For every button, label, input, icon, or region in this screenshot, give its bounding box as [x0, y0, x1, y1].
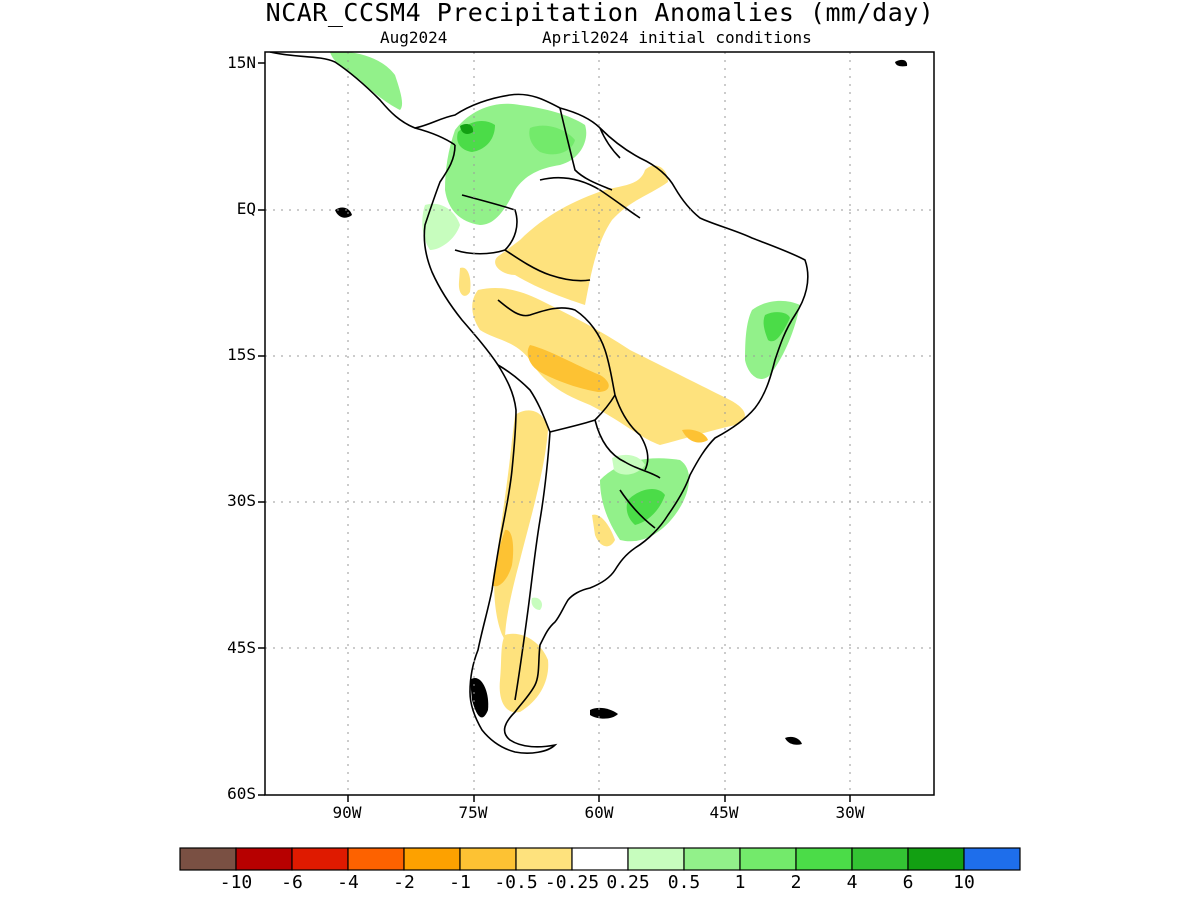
colorbar-swatch [963, 847, 1021, 871]
dry-anomaly-chile [492, 529, 514, 587]
colorbar-swatch [739, 847, 797, 871]
wet-anomaly-guyana [529, 125, 575, 155]
colorbar-label: 6 [902, 872, 914, 893]
lat-label-eq: EQ [236, 199, 256, 218]
colorbar-label: -2 [393, 872, 415, 893]
colorbar [179, 847, 1021, 871]
colorbar-label: 0.25 [606, 872, 650, 893]
axis-ticks [258, 62, 851, 802]
colorbar-swatch [795, 847, 853, 871]
dry-anomaly-patagonia [499, 633, 549, 713]
colorbar-swatch [291, 847, 349, 871]
initial-conditions: April2024 initial conditions [542, 28, 812, 47]
colorbar-label: 0.5 [667, 872, 701, 893]
lat-label-45s: 45S [227, 638, 256, 657]
dry-anomaly-peru [458, 267, 471, 296]
map-title: NCAR_CCSM4 Precipitation Anomalies (mm/d… [265, 0, 935, 27]
colorbar-swatch [179, 847, 237, 871]
lon-label-90w: 90W [332, 803, 362, 822]
dry-anomaly-andes [494, 410, 548, 640]
wet-anomaly-south-brazil-strong [626, 488, 665, 525]
colorbar-label: -4 [337, 872, 359, 893]
colorbar-swatch [627, 847, 685, 871]
wet-anomaly-central-america [330, 52, 403, 110]
lat-label-60s: 60S [227, 784, 256, 803]
lon-label-60w: 60W [584, 803, 614, 822]
colorbar-swatch [683, 847, 741, 871]
colorbar-swatch [571, 847, 629, 871]
colorbar-label: -6 [281, 872, 303, 893]
colorbar-swatch [347, 847, 405, 871]
colorbar-label: 2 [790, 872, 802, 893]
lat-label-30s: 30S [227, 491, 256, 510]
wet-anomaly-east-brazil-strong [763, 312, 790, 342]
dry-anomaly-argentina [592, 514, 615, 547]
colorbar-swatch [403, 847, 461, 871]
colorbar-label: 1 [734, 872, 746, 893]
colorbar-label: 10 [953, 872, 975, 893]
colorbar-swatch [235, 847, 293, 871]
lat-label-15s: 15S [227, 345, 256, 364]
wet-anomaly-colombia-peak [460, 124, 474, 134]
colorbar-label: -10 [219, 872, 253, 893]
colorbar-swatch [851, 847, 909, 871]
islands [335, 59, 908, 745]
colorbar-label: -0.25 [544, 872, 600, 893]
colorbar-swatch [515, 847, 573, 871]
lon-label-30w: 30W [835, 803, 865, 822]
lon-label-75w: 75W [458, 803, 488, 822]
wet-anomaly-ecuador [422, 203, 460, 250]
colorbar-label: -0.5 [494, 872, 538, 893]
dry-anomaly-bolivia [527, 345, 609, 392]
lon-label-45w: 45W [709, 803, 739, 822]
dry-anomaly-se-brazil [682, 429, 708, 443]
map-area [265, 52, 934, 795]
wet-anomaly-patagonia [531, 597, 543, 610]
lat-label-15n: 15N [227, 53, 256, 72]
anomaly-fields [269, 52, 908, 754]
colorbar-label: 4 [846, 872, 858, 893]
colorbar-swatch [459, 847, 517, 871]
coastline [269, 52, 809, 754]
colorbar-label: -1 [449, 872, 471, 893]
colorbar-swatch [907, 847, 965, 871]
forecast-month: Aug2024 [380, 28, 448, 47]
dry-anomaly-central [472, 288, 745, 445]
